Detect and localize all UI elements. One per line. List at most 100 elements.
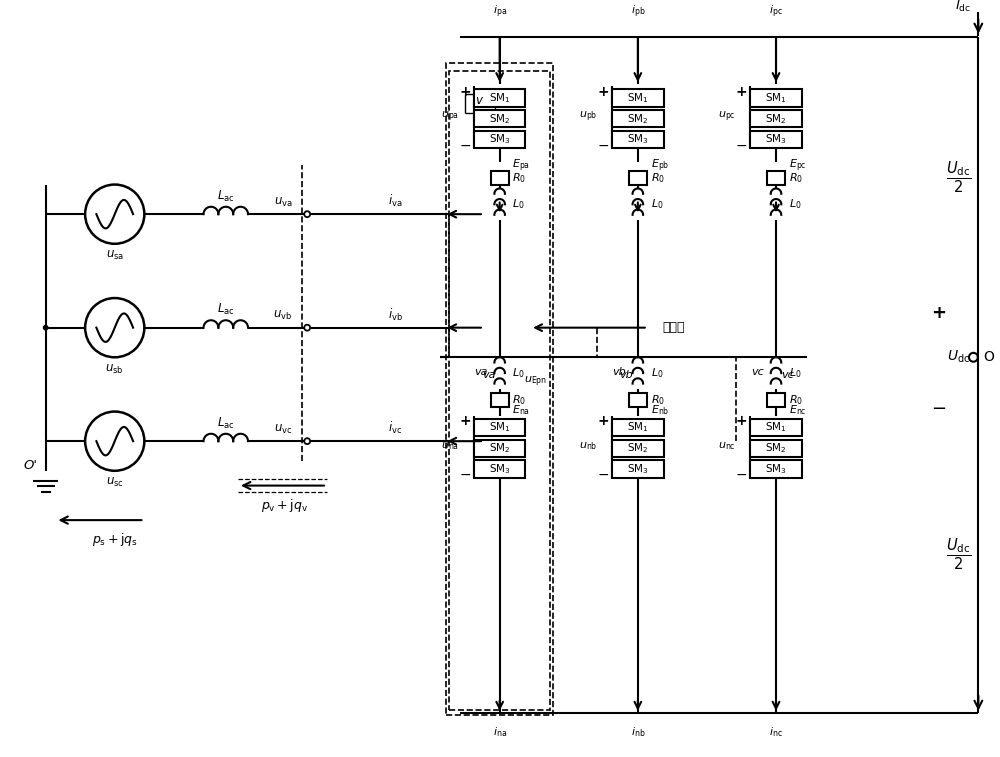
Bar xyxy=(629,393,647,407)
Bar xyxy=(629,171,647,185)
Text: $R_0$: $R_0$ xyxy=(789,393,803,407)
Circle shape xyxy=(304,325,310,331)
Text: 相单元: 相单元 xyxy=(663,321,685,334)
Text: $\dfrac{U_{\rm dc}}{2}$: $\dfrac{U_{\rm dc}}{2}$ xyxy=(946,160,971,195)
Text: +: + xyxy=(597,414,609,428)
Text: $L_0$: $L_0$ xyxy=(789,366,801,380)
Text: $-$: $-$ xyxy=(459,138,471,151)
Bar xyxy=(474,89,525,107)
Text: SM$_2$: SM$_2$ xyxy=(489,112,510,126)
Text: $u_{\rm vb}$: $u_{\rm vb}$ xyxy=(273,310,292,322)
Text: $E_{\rm na}$: $E_{\rm na}$ xyxy=(512,403,531,417)
Bar xyxy=(750,419,802,436)
Text: va: va xyxy=(474,367,488,377)
Text: $p_{\rm v}+{\rm j}q_{\rm v}$: $p_{\rm v}+{\rm j}q_{\rm v}$ xyxy=(261,497,309,514)
Text: SM$_1$: SM$_1$ xyxy=(489,91,510,105)
Text: +: + xyxy=(459,414,471,428)
Text: +: + xyxy=(459,85,471,98)
Text: va: va xyxy=(482,370,495,380)
Bar xyxy=(612,460,664,478)
Text: $L_0$: $L_0$ xyxy=(512,198,525,211)
Text: $R_0$: $R_0$ xyxy=(651,171,665,185)
Text: $E_{\rm nb}$: $E_{\rm nb}$ xyxy=(651,403,669,417)
Text: SM$_2$: SM$_2$ xyxy=(489,441,510,455)
Text: $U_{\rm dc}$: $U_{\rm dc}$ xyxy=(947,349,970,366)
Text: $-$: $-$ xyxy=(735,138,748,151)
Text: $R_0$: $R_0$ xyxy=(651,393,665,407)
Bar xyxy=(446,63,553,715)
Text: $u_{\rm na}$: $u_{\rm na}$ xyxy=(441,441,459,453)
Text: +: + xyxy=(931,304,946,322)
Text: $L_0$: $L_0$ xyxy=(651,366,663,380)
Text: SM$_3$: SM$_3$ xyxy=(489,132,511,146)
Text: $L_{\rm ac}$: $L_{\rm ac}$ xyxy=(217,302,235,317)
Circle shape xyxy=(304,438,310,444)
Text: $L_{\rm ac}$: $L_{\rm ac}$ xyxy=(217,416,235,431)
Text: $i_{\rm nc}$: $i_{\rm nc}$ xyxy=(769,725,783,740)
Text: $u_{\rm va}$: $u_{\rm va}$ xyxy=(274,196,292,209)
Text: +: + xyxy=(736,414,747,428)
Text: SM$_2$: SM$_2$ xyxy=(627,112,649,126)
Text: $-$: $-$ xyxy=(931,397,946,416)
Text: $-$: $-$ xyxy=(479,103,490,116)
Text: vc: vc xyxy=(751,367,764,377)
Text: $i_{\rm nb}$: $i_{\rm nb}$ xyxy=(631,725,645,740)
Text: $u_{\rm nb}$: $u_{\rm nb}$ xyxy=(579,441,598,453)
Text: $E_{\rm pc}$: $E_{\rm pc}$ xyxy=(789,157,807,174)
Text: $i_{\rm vb}$: $i_{\rm vb}$ xyxy=(388,307,403,323)
Bar xyxy=(612,440,664,457)
Text: $p_{\rm s}+{\rm j}q_{\rm s}$: $p_{\rm s}+{\rm j}q_{\rm s}$ xyxy=(92,531,138,548)
Text: $i_{\rm pa}$: $i_{\rm pa}$ xyxy=(493,4,507,20)
Bar xyxy=(750,440,802,457)
Text: SM$_2$: SM$_2$ xyxy=(765,112,787,126)
Text: SM$_1$: SM$_1$ xyxy=(765,91,787,105)
Text: $i_{\rm vc}$: $i_{\rm vc}$ xyxy=(388,420,403,436)
Text: SM$_3$: SM$_3$ xyxy=(765,132,787,146)
Text: $u_{\rm sc}$: $u_{\rm sc}$ xyxy=(106,476,124,489)
Text: SM$_3$: SM$_3$ xyxy=(627,132,649,146)
Text: +: + xyxy=(736,85,747,98)
Text: $E_{\rm pb}$: $E_{\rm pb}$ xyxy=(651,157,669,174)
Text: $u_{\rm pb}$: $u_{\rm pb}$ xyxy=(579,110,598,124)
Text: $u_{\rm sb}$: $u_{\rm sb}$ xyxy=(105,363,124,375)
Bar xyxy=(449,71,550,709)
Text: SM$_3$: SM$_3$ xyxy=(765,463,787,476)
Text: $i_{\rm pb}$: $i_{\rm pb}$ xyxy=(631,4,645,20)
Text: $E_{\rm nc}$: $E_{\rm nc}$ xyxy=(789,403,807,417)
Text: $R_0$: $R_0$ xyxy=(512,393,527,407)
Text: $i_{\rm na}$: $i_{\rm na}$ xyxy=(493,725,507,740)
Text: SM$_3$: SM$_3$ xyxy=(627,463,649,476)
Text: $L_{\rm ac}$: $L_{\rm ac}$ xyxy=(217,188,235,204)
Text: $u_{\rm vc}$: $u_{\rm vc}$ xyxy=(274,422,292,436)
Circle shape xyxy=(43,326,48,330)
Text: SM$_1$: SM$_1$ xyxy=(627,91,649,105)
Text: vb: vb xyxy=(612,367,626,377)
Bar xyxy=(767,171,785,185)
Bar xyxy=(491,393,509,407)
Text: SM$_2$: SM$_2$ xyxy=(765,441,787,455)
Text: $I_{\rm dc}$: $I_{\rm dc}$ xyxy=(955,0,972,14)
Text: $i_{\rm pc}$: $i_{\rm pc}$ xyxy=(769,4,783,20)
Bar xyxy=(612,131,664,148)
Text: vb: vb xyxy=(619,370,633,380)
Text: O: O xyxy=(983,350,994,364)
Bar xyxy=(474,110,525,127)
Text: $L_0$: $L_0$ xyxy=(651,198,663,211)
Text: $u_{\rm pa}$: $u_{\rm pa}$ xyxy=(441,110,459,124)
Bar xyxy=(767,393,785,407)
Bar xyxy=(474,440,525,457)
Text: $-$: $-$ xyxy=(735,467,748,481)
Bar xyxy=(491,171,509,185)
Text: SM$_3$: SM$_3$ xyxy=(489,463,511,476)
Bar xyxy=(750,131,802,148)
Text: $v$: $v$ xyxy=(475,94,484,107)
Bar xyxy=(474,131,525,148)
Text: $R_0$: $R_0$ xyxy=(512,171,527,185)
Text: $u_{\rm sa}$: $u_{\rm sa}$ xyxy=(106,249,124,262)
Text: +: + xyxy=(597,85,609,98)
Text: $L_0$: $L_0$ xyxy=(512,366,525,380)
Text: $-$: $-$ xyxy=(597,467,609,481)
Text: vc: vc xyxy=(781,370,794,380)
Text: $u_{\rm nc}$: $u_{\rm nc}$ xyxy=(718,441,736,453)
Text: SM$_1$: SM$_1$ xyxy=(627,421,649,435)
